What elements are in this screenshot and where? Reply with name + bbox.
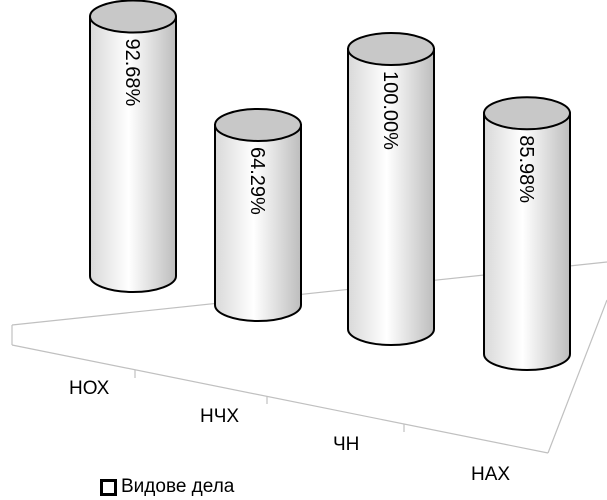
bar-2: 64.29% [214,107,302,322]
data-label: 85.98% [515,135,537,203]
bar-body [483,112,571,371]
category-label: ЧН [333,434,359,455]
data-label: 100.00% [379,71,401,150]
legend-swatch [100,478,117,496]
bar-top [214,107,302,142]
category-label: НЧХ [200,406,239,427]
bar-body [214,123,302,322]
data-label: 64.29% [246,147,268,215]
data-label: 92.68% [121,38,143,106]
bar-top [347,32,435,66]
category-label: НОХ [69,378,110,399]
floor-front-edge [11,344,549,454]
bar-top [89,0,177,34]
floor-right-edge [547,299,607,454]
category-label: НАХ [471,464,510,485]
legend-label: Видове дела [121,476,235,497]
bar-body [89,15,177,293]
bar-body [347,48,435,346]
bar-top [483,96,571,131]
bar-3: 100.00% [347,32,435,346]
bar-4: 85.98% [483,96,571,371]
bar-1: 92.68% [89,0,177,293]
legend: Видове дела [100,476,234,498]
